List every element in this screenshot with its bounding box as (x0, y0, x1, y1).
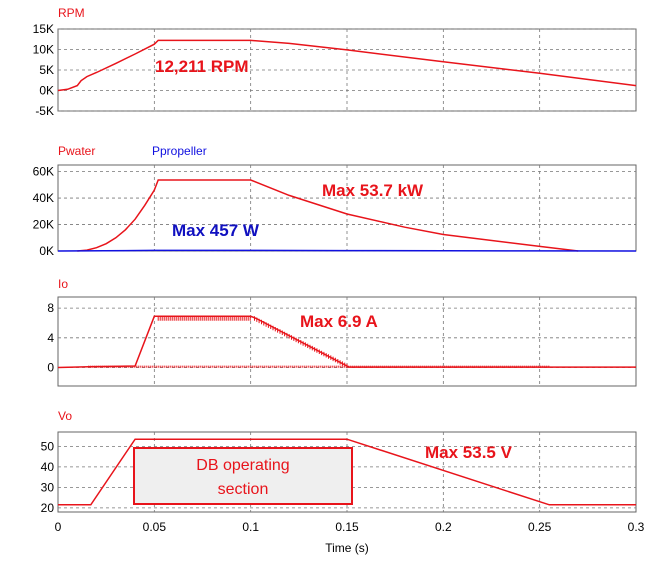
y-tick-label: 10K (33, 43, 54, 57)
io-y-ticks: 8 4 0 (47, 301, 54, 374)
y-tick-label: 30 (41, 480, 55, 494)
pwater-series-line (77, 179, 579, 252)
y-tick-label: 20K (33, 218, 54, 232)
vo-series-label: Vo (58, 409, 72, 423)
x-tick-label: 0 (55, 520, 62, 534)
y-tick-label: 5K (39, 63, 54, 77)
x-tick-label: 0.1 (242, 520, 259, 534)
io-ripple-band (88, 316, 550, 369)
ppropeller-series-line (57, 249, 637, 252)
y-tick-label: 40 (41, 460, 55, 474)
y-tick-label: 20 (41, 501, 55, 515)
io-series-label: Io (58, 277, 68, 291)
rpm-series-line (57, 39, 637, 92)
db-operating-section-box (133, 447, 353, 505)
vo-max-annotation: Max 53.5 V (425, 443, 513, 462)
y-tick-label: 4 (47, 331, 54, 345)
rpm-series-label: RPM (58, 6, 85, 20)
power-grid (58, 165, 636, 252)
io-max-annotation: Max 6.9 A (300, 312, 378, 331)
x-axis-label: Time (s) (325, 541, 369, 555)
rpm-panel: RPM 15K 10K 5K 0K -5K 12,211 RPM (33, 6, 637, 118)
x-tick-label: 0.2 (435, 520, 452, 534)
x-tick-label: 0.3 (628, 520, 645, 534)
y-tick-label: 0K (39, 84, 54, 98)
rpm-annotation: 12,211 RPM (155, 57, 249, 76)
pwater-max-annotation: Max 53.7 kW (322, 181, 424, 200)
x-tick-label: 0.25 (528, 520, 552, 534)
pwater-series-label: Pwater (58, 144, 95, 158)
vo-panel: Vo 50 40 30 20 DB operating section Max 53.… (41, 409, 637, 515)
y-tick-label: 60K (33, 165, 54, 179)
ppropeller-series-label: Ppropeller (152, 144, 207, 158)
x-tick-label: 0.05 (143, 520, 167, 534)
y-tick-label: 0K (39, 244, 54, 258)
vo-y-ticks: 50 40 30 20 (41, 439, 55, 515)
y-tick-label: 40K (33, 191, 54, 205)
rpm-y-ticks: 15K 10K 5K 0K -5K (33, 22, 54, 118)
rpm-grid (58, 28, 636, 112)
power-panel: Pwater Ppropeller 60K 40K 20K 0K Max 53.7 k… (33, 144, 637, 258)
y-tick-label: 8 (47, 301, 54, 315)
x-axis-ticks: 0 0.05 0.1 0.15 0.2 0.25 0.3 (55, 520, 645, 534)
power-y-ticks: 60K 40K 20K 0K (33, 165, 54, 258)
x-tick-label: 0.15 (335, 520, 359, 534)
ppropeller-max-annotation: Max 457 W (172, 221, 260, 240)
vo-series-line (58, 438, 636, 506)
db-operating-label-line1: DB operating (196, 457, 289, 474)
io-panel: Io 8 4 0 Max 6.9 A (47, 277, 637, 387)
y-tick-label: -5K (35, 104, 54, 118)
y-tick-label: 15K (33, 22, 54, 36)
y-tick-label: 0 (47, 360, 54, 374)
db-operating-label-line2: section (218, 481, 269, 498)
y-tick-label: 50 (41, 439, 55, 453)
